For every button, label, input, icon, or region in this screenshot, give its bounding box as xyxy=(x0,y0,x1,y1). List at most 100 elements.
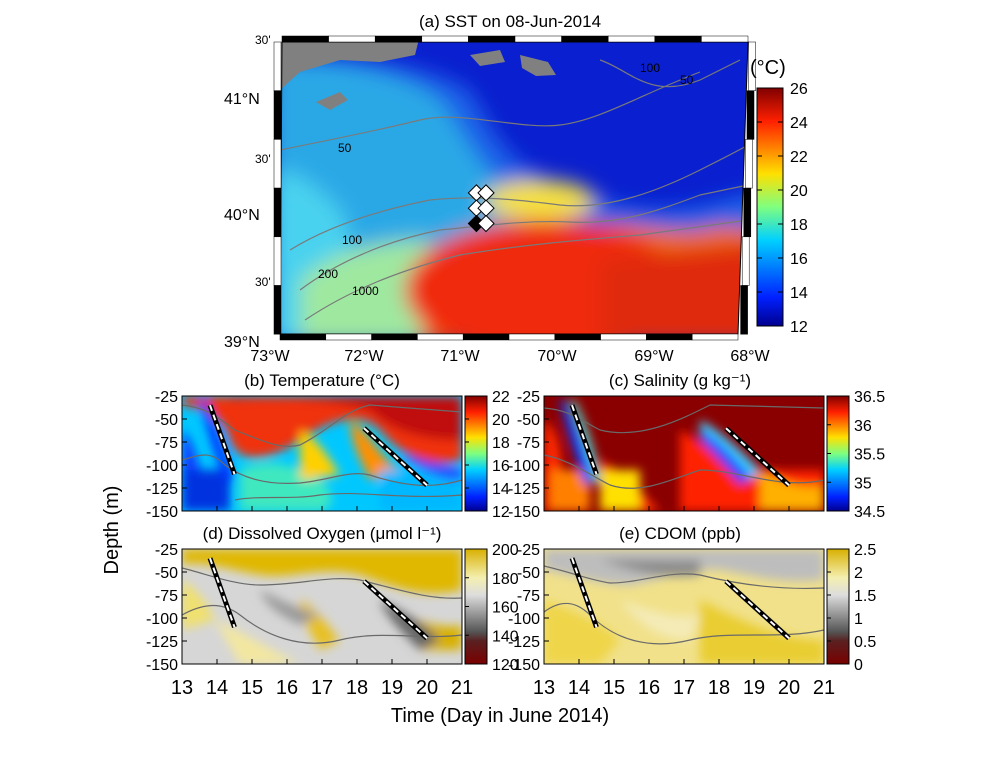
map-frame-segment xyxy=(514,35,562,43)
map-frame-segment xyxy=(745,139,753,189)
lon-tick-label: 68°W xyxy=(730,348,770,365)
isobath-label: 100 xyxy=(342,233,362,247)
map-frame-segment xyxy=(273,139,282,189)
depth-tick-label: -75 xyxy=(517,588,540,605)
depth-tick-label: -25 xyxy=(517,542,540,559)
colorbar-label: 2.5 xyxy=(854,542,876,559)
day-tick-label: 19 xyxy=(743,677,765,699)
map-frame-segment xyxy=(273,187,282,238)
depth-tick-label: -125 xyxy=(508,634,540,651)
depth-tick-label: -125 xyxy=(508,481,540,498)
colorbar-label: 35 xyxy=(854,475,872,492)
colorbar-label: 0.5 xyxy=(854,634,876,651)
panel-e-title: (e) CDOM (ppb) xyxy=(619,524,741,543)
lat-minor-label: 30' xyxy=(255,33,271,47)
lat-tick-label: 40°N xyxy=(224,207,260,224)
panel-c-title: (c) Salinity (g kg⁻¹) xyxy=(609,371,751,390)
lon-tick-text: 73°W xyxy=(250,348,290,365)
map-frame-segment xyxy=(273,236,282,286)
map-frame-segment xyxy=(600,333,647,341)
day-tick-label: 20 xyxy=(778,677,800,699)
day-tick-label: 13 xyxy=(171,677,193,699)
map-frame-segment xyxy=(740,285,748,335)
sst-colorbar-label: 24 xyxy=(790,115,808,132)
depth-tick-label: -125 xyxy=(146,481,178,498)
day-tick-label: 15 xyxy=(603,677,625,699)
depth-tick-label: -125 xyxy=(146,634,178,651)
transect-dash xyxy=(571,557,598,628)
sst-colorbar-label: 20 xyxy=(790,183,808,200)
land-east xyxy=(520,55,556,76)
isobath-label: 200 xyxy=(318,267,338,281)
map-frame-segment xyxy=(654,35,702,43)
map-frame-segment xyxy=(328,35,376,43)
oxygen-section xyxy=(182,549,462,664)
map-frame-segment xyxy=(741,236,750,286)
sst-colorbar-ticks: 26 24 22 20 18 16 14 12 xyxy=(757,81,808,336)
depth-tick-label: -25 xyxy=(155,542,178,559)
isobath-label: 50 xyxy=(680,73,694,87)
salinity-section xyxy=(544,396,824,511)
depth-tick-label: -50 xyxy=(155,565,178,582)
depth-tick-label: -100 xyxy=(508,611,540,628)
lon-tick-label: 69°W xyxy=(634,348,674,365)
isobath-label: 100 xyxy=(640,61,660,75)
day-tick-label: 21 xyxy=(813,677,835,699)
depth-tick-label: -100 xyxy=(508,458,540,475)
time-axis-label: Time (Day in June 2014) xyxy=(391,705,609,727)
day-tick-label: 14 xyxy=(568,677,590,699)
colorbar-label: 200 xyxy=(492,542,519,559)
sst-colorbar-label: 22 xyxy=(790,149,808,166)
day-tick-label: 16 xyxy=(638,677,660,699)
transect-dash xyxy=(725,427,790,486)
day-tick-label: 17 xyxy=(311,677,333,699)
land-nantucket xyxy=(470,50,505,66)
map-frame-segment xyxy=(273,90,282,140)
sst-colorbar-label: 26 xyxy=(790,81,808,98)
map-frame-segment xyxy=(374,35,423,43)
colorbar-label: 180 xyxy=(492,571,519,588)
depth-tick-label: -50 xyxy=(517,565,540,582)
depth-tick-label: -75 xyxy=(517,435,540,452)
day-tick-label: 14 xyxy=(206,677,228,699)
colorbar-label: 36.5 xyxy=(854,389,885,406)
day-tick-label: 13 xyxy=(533,677,555,699)
map-frame-segment xyxy=(462,333,510,341)
depth-tick-label: -50 xyxy=(517,412,540,429)
colorbar-label: 16 xyxy=(492,458,510,475)
depth-tick-label: -50 xyxy=(155,412,178,429)
isobath-label: 1000 xyxy=(352,284,379,298)
lon-tick-label: 73°W xyxy=(250,348,290,365)
map-frame-segment xyxy=(371,333,418,341)
map-frame-segment xyxy=(281,35,329,43)
colorbar-label: 20 xyxy=(492,412,510,429)
sst-colorbar-unit: (°C) xyxy=(750,57,786,79)
lon-tick-text: 69°W xyxy=(634,348,674,365)
depth-tick-label: -25 xyxy=(155,389,178,406)
lon-tick-text: 68°W xyxy=(730,348,770,365)
panel-b-colorbar xyxy=(464,395,488,512)
transect-dash xyxy=(363,427,428,486)
colorbar-label: 18 xyxy=(492,435,510,452)
day-tick-label: 19 xyxy=(381,677,403,699)
isobath-label: 50 xyxy=(338,141,352,155)
colorbar-label: 2 xyxy=(854,565,863,582)
lon-tick-text: 71°W xyxy=(440,348,480,365)
map-frame-segment xyxy=(743,187,752,238)
station-markers xyxy=(467,184,495,233)
transect-dash xyxy=(571,404,598,475)
lat-minor-label: 30' xyxy=(255,152,271,166)
depth-tick-label: -25 xyxy=(517,389,540,406)
map-lon-labels: 73°W 72°W 71°W 70°W 69°W 68°W xyxy=(250,348,770,365)
colorbar-label: 1.5 xyxy=(854,588,876,605)
map-title: (a) SST on 08-Jun-2014 xyxy=(419,12,601,31)
sst-colorbar-label: 14 xyxy=(790,285,808,302)
map-frame-segment xyxy=(325,333,372,341)
lat-tick-label: 41°N xyxy=(224,91,260,108)
depth-tick-label: -150 xyxy=(508,504,540,521)
land-cape-cod xyxy=(280,42,420,92)
sst-colorbar xyxy=(756,87,784,327)
sst-colorbar-label: 12 xyxy=(790,319,808,336)
colorbar-label: 1 xyxy=(854,611,863,628)
